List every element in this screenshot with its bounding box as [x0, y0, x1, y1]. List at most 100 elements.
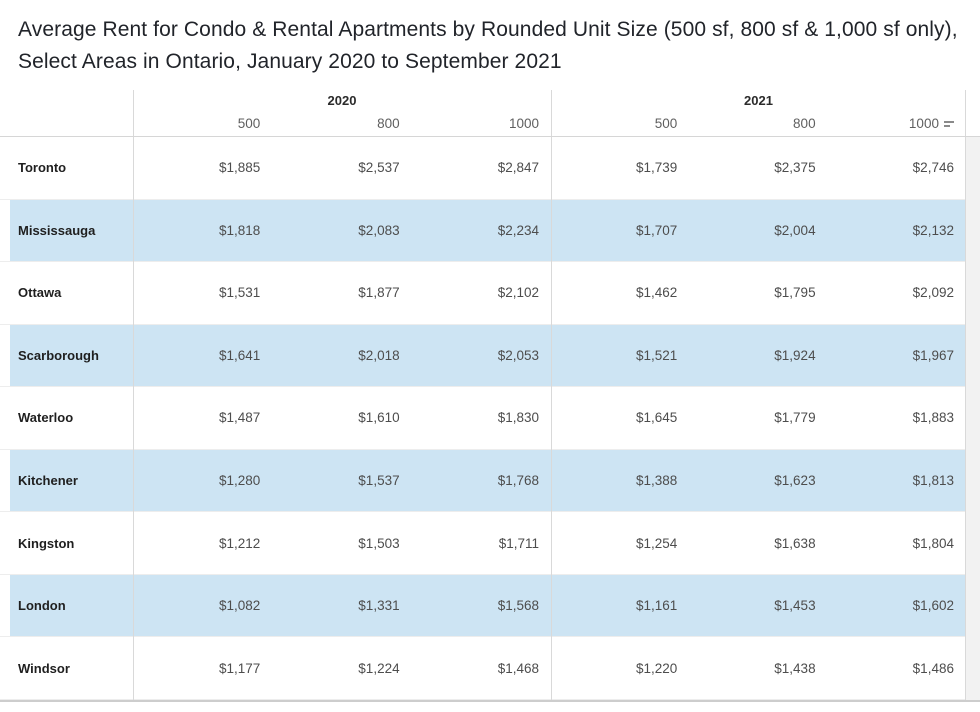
- column-header-1000-2020[interactable]: 1000: [412, 112, 551, 136]
- cell-rent-value[interactable]: $1,924: [774, 347, 816, 363]
- cell-rent-value[interactable]: $1,602: [912, 598, 954, 614]
- cell-rent-value[interactable]: $2,102: [497, 285, 539, 301]
- cell-rent-value[interactable]: $1,537: [358, 473, 400, 488]
- cell-rent-value[interactable]: $1,486: [912, 660, 954, 676]
- cell-rent-value[interactable]: $1,388: [635, 473, 678, 488]
- row-label[interactable]: Windsor: [18, 660, 70, 676]
- cell-rent-value[interactable]: $1,641: [219, 347, 261, 363]
- chart-title: Average Rent for Condo & Rental Apartmen…: [18, 18, 958, 73]
- cell-rent-value[interactable]: $1,521: [635, 347, 678, 363]
- cell-rent-value[interactable]: $1,707: [635, 222, 678, 238]
- cell-rent-value[interactable]: $2,234: [497, 222, 539, 238]
- table-row-london: London $1,082 $1,331 $1,568 $1,161 $1,453 $1,6…: [0, 574, 966, 638]
- cell-rent-value[interactable]: $1,830: [497, 410, 539, 426]
- row-label[interactable]: Ottawa: [18, 285, 62, 301]
- grid-vline-right-edge: [965, 90, 966, 700]
- table-row-kingston: Kingston $1,212 $1,503 $1,711 $1,254 $1,638 $1…: [0, 512, 966, 575]
- cell-rent-value[interactable]: $1,623: [774, 473, 816, 488]
- header-underline: [0, 136, 980, 137]
- column-header-800-2020[interactable]: 800: [272, 112, 411, 136]
- column-group-2020[interactable]: 2020: [327, 93, 357, 108]
- scrollbar-track: [966, 137, 980, 700]
- cell-rent-value[interactable]: $2,092: [912, 285, 954, 301]
- cell-rent-value[interactable]: $1,804: [912, 535, 954, 551]
- year-header-row: 2020 2021: [0, 90, 966, 112]
- size-header-row: 500 800 1000 500 800 1000: [0, 112, 966, 136]
- table-row-ottawa: Ottawa $1,531 $1,877 $2,102 $1,462 $1,795 $2,0…: [0, 262, 966, 325]
- cell-rent-value[interactable]: $2,083: [358, 222, 400, 238]
- cell-rent-value[interactable]: $2,053: [497, 347, 539, 363]
- column-header-800-2021[interactable]: 800: [689, 112, 827, 136]
- cell-rent-value[interactable]: $1,487: [219, 410, 261, 426]
- table-row-toronto: Toronto $1,885 $2,537 $2,847 $1,739 $2,375 $2,…: [0, 137, 966, 200]
- cell-rent-value[interactable]: $1,438: [774, 660, 816, 676]
- cell-rent-value[interactable]: $1,885: [219, 160, 261, 176]
- cell-rent-value[interactable]: $1,711: [498, 535, 539, 551]
- cell-rent-value[interactable]: $1,468: [497, 660, 539, 676]
- row-label[interactable]: Scarborough: [18, 347, 99, 363]
- cell-rent-value[interactable]: $1,779: [774, 410, 816, 426]
- column-header-500-2021[interactable]: 500: [551, 112, 689, 136]
- row-label[interactable]: Waterloo: [18, 410, 74, 426]
- cell-rent-value[interactable]: $1,453: [774, 598, 816, 614]
- column-header-label: 1000: [908, 116, 939, 131]
- table-row-mississauga: Mississauga $1,818 $2,083 $2,234 $1,707 $2,00…: [0, 199, 966, 263]
- row-label[interactable]: Kitchener: [18, 473, 78, 488]
- cell-rent-value[interactable]: $1,280: [219, 473, 261, 488]
- table-row-windsor: Windsor $1,177 $1,224 $1,468 $1,220 $1,438 $1,…: [0, 637, 966, 700]
- cell-rent-value[interactable]: $2,375: [774, 160, 816, 176]
- cell-rent-value[interactable]: $1,813: [912, 473, 954, 488]
- table-row-scarborough: Scarborough $1,641 $2,018 $2,053 $1,521 $1,92…: [0, 324, 966, 388]
- column-header-label: 500: [654, 116, 678, 131]
- cell-rent-value[interactable]: $2,847: [497, 160, 539, 176]
- cell-rent-value[interactable]: $1,177: [219, 660, 261, 676]
- row-label[interactable]: Mississauga: [18, 222, 96, 238]
- column-header-label: 500: [237, 116, 261, 131]
- grid-vline-year-divider: [551, 90, 552, 700]
- cell-rent-value[interactable]: $1,818: [219, 222, 261, 238]
- table-body: Toronto $1,885 $2,537 $2,847 $1,739 $2,375 $2,…: [0, 137, 966, 700]
- cell-rent-value[interactable]: $1,795: [774, 285, 816, 301]
- cell-rent-value[interactable]: $2,004: [774, 222, 816, 238]
- cell-rent-value[interactable]: $1,610: [358, 410, 400, 426]
- column-header-500-2020[interactable]: 500: [133, 112, 272, 136]
- cell-rent-value[interactable]: $1,331: [358, 598, 400, 614]
- row-label[interactable]: Toronto: [18, 160, 67, 176]
- column-group-2021[interactable]: 2021: [744, 93, 773, 108]
- cell-rent-value[interactable]: $1,161: [635, 598, 678, 614]
- cell-rent-value[interactable]: $1,739: [635, 160, 678, 176]
- cell-rent-value[interactable]: $1,967: [912, 347, 954, 363]
- column-header-label: 800: [377, 116, 400, 131]
- cell-rent-value[interactable]: $1,638: [774, 535, 816, 551]
- cell-rent-value[interactable]: $2,132: [912, 222, 954, 238]
- cell-rent-value[interactable]: $1,883: [912, 410, 954, 426]
- cell-rent-value[interactable]: $2,018: [358, 347, 400, 363]
- cell-rent-value[interactable]: $1,531: [219, 285, 261, 301]
- cell-rent-value[interactable]: $1,877: [358, 285, 400, 301]
- table-row-waterloo: Waterloo $1,487 $1,610 $1,830 $1,645 $1,779 $1…: [0, 387, 966, 450]
- cell-rent-value[interactable]: $1,082: [219, 598, 261, 614]
- cell-rent-value[interactable]: $1,568: [497, 598, 539, 614]
- size-header-spacer: [0, 112, 133, 136]
- cell-rent-value[interactable]: $1,224: [358, 660, 400, 676]
- row-label[interactable]: London: [18, 598, 66, 614]
- cell-rent-value[interactable]: $1,768: [497, 473, 539, 488]
- table-row-kitchener: Kitchener $1,280 $1,537 $1,768 $1,388 $1,623 $…: [0, 449, 966, 513]
- column-header-1000-2021[interactable]: 1000: [828, 112, 966, 136]
- grid-vline-labels: [133, 90, 134, 700]
- column-header-label: 1000: [508, 116, 539, 131]
- cell-rent-value[interactable]: $2,537: [358, 160, 400, 176]
- cell-rent-value[interactable]: $2,746: [912, 160, 954, 176]
- cell-rent-value[interactable]: $1,462: [635, 285, 678, 301]
- table-bottom-border: [0, 700, 980, 702]
- year-header-spacer: [0, 90, 133, 112]
- cell-rent-value[interactable]: $1,503: [358, 535, 400, 551]
- cell-rent-value[interactable]: $1,212: [219, 535, 261, 551]
- cell-rent-value[interactable]: $1,254: [635, 535, 678, 551]
- cell-rent-value[interactable]: $1,645: [635, 410, 678, 426]
- row-label[interactable]: Kingston: [18, 535, 75, 551]
- sort-icon[interactable]: [943, 120, 954, 128]
- column-header-label: 800: [793, 116, 816, 131]
- cell-rent-value[interactable]: $1,220: [635, 660, 678, 676]
